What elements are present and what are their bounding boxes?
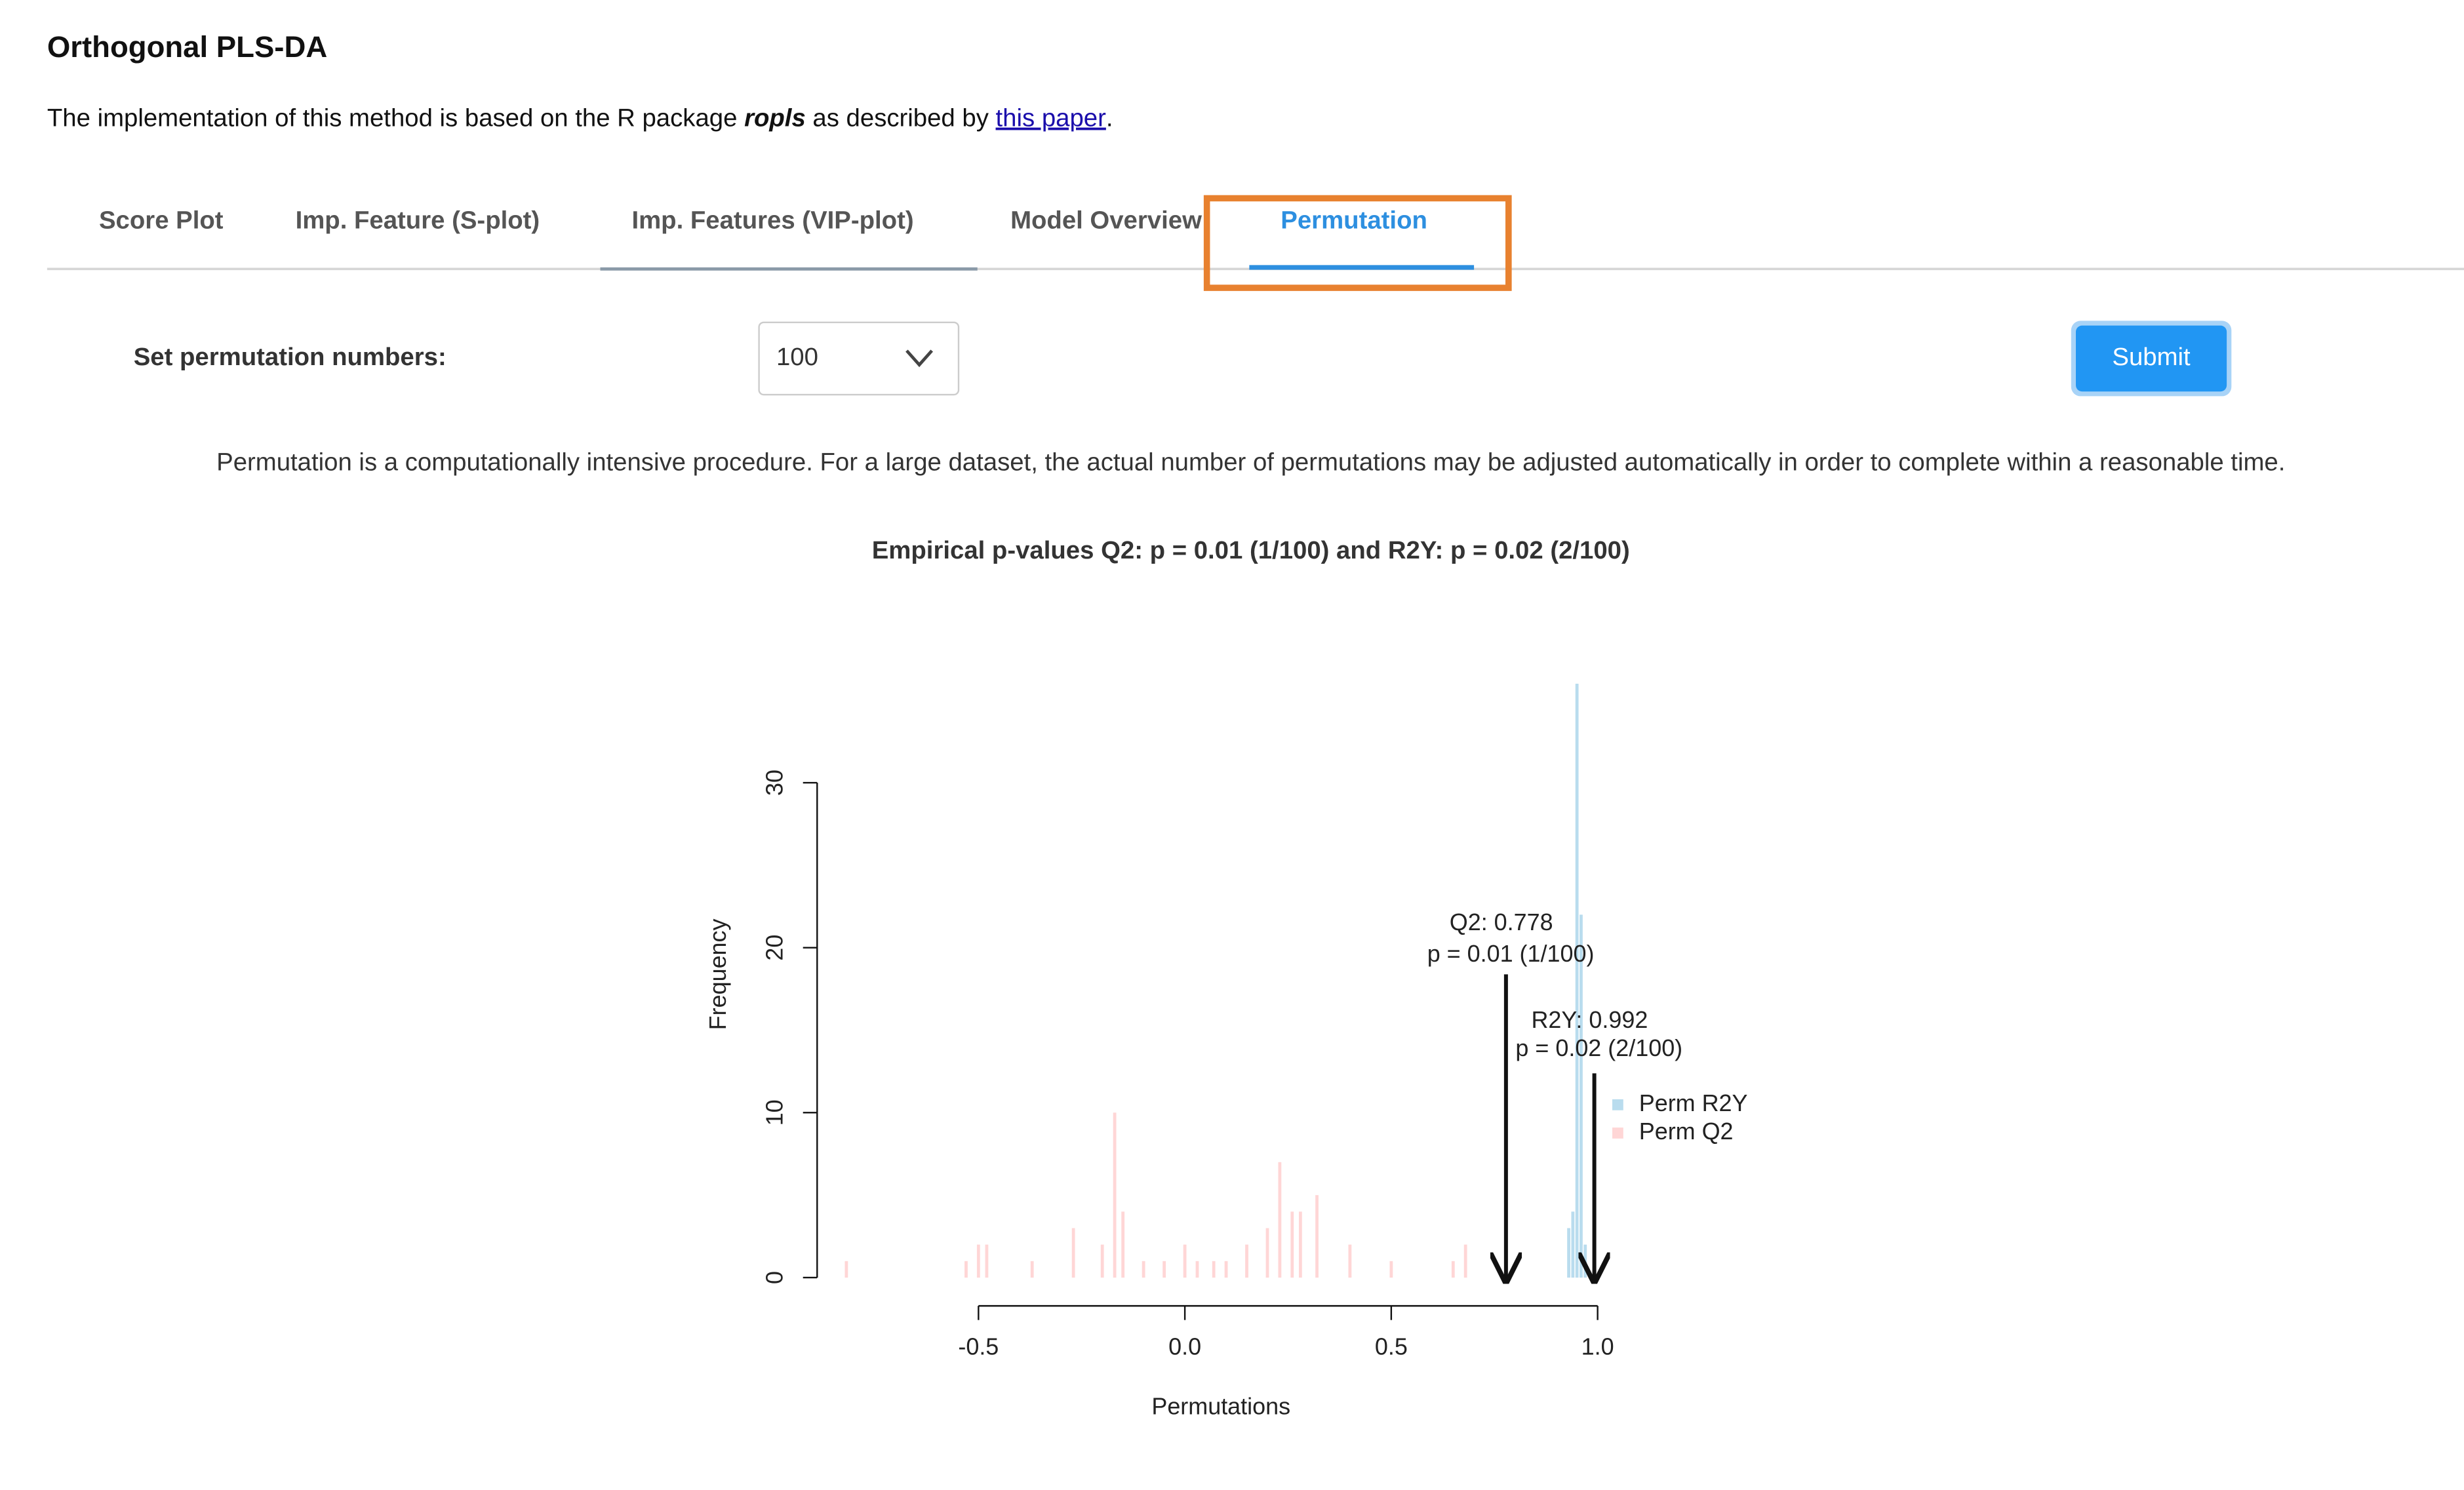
bar <box>1571 1211 1575 1278</box>
tab[interactable]: Imp. Features (VIP-plot) <box>631 206 913 235</box>
bar <box>1389 1261 1393 1278</box>
button-label[interactable]: Submit <box>2112 343 2191 371</box>
bar <box>1315 1195 1319 1278</box>
select-box[interactable] <box>758 321 960 396</box>
page-title: Orthogonal PLS-DA <box>47 30 327 64</box>
bar <box>1142 1261 1145 1278</box>
bar <box>1463 1244 1467 1278</box>
y-tick-label: 20 <box>761 935 787 961</box>
legend-swatch <box>1612 1099 1623 1110</box>
bar <box>1580 914 1583 1278</box>
y-tick-label: 0 <box>761 1271 787 1284</box>
tab[interactable]: Score Plot <box>99 206 224 235</box>
legend-label: Perm R2Y <box>1639 1089 1748 1116</box>
bar <box>1100 1244 1104 1278</box>
tab[interactable]: Imp. Feature (S-plot) <box>296 206 540 235</box>
note: Permutation is a computationally intensi… <box>216 448 2285 477</box>
description: The implementation of this method is bas… <box>47 104 1113 132</box>
bar <box>1121 1211 1125 1278</box>
annotation: p = 0.01 (1/100) <box>1427 940 1595 967</box>
bar <box>1265 1228 1269 1278</box>
text: . <box>1106 104 1113 132</box>
bar <box>1162 1261 1166 1278</box>
form-label: Set permutation numbers: <box>134 343 447 371</box>
bar <box>976 1244 980 1278</box>
bar <box>1583 1244 1587 1278</box>
tab[interactable]: Model Overview <box>1010 206 1202 235</box>
bar <box>1348 1244 1352 1278</box>
bar <box>1071 1228 1075 1278</box>
legend-label: Perm Q2 <box>1639 1118 1734 1145</box>
bar <box>1183 1244 1187 1278</box>
bar <box>1212 1261 1216 1278</box>
y-axis-label: Frequency <box>704 918 731 1030</box>
highlight-box <box>1203 195 1512 291</box>
x-tick-label: 1.0 <box>1581 1333 1614 1360</box>
bar <box>1290 1211 1294 1278</box>
button[interactable] <box>2076 325 2227 392</box>
chevron <box>905 349 934 368</box>
submit-button[interactable]: Submit <box>2071 321 2232 397</box>
x-tick-label: -0.5 <box>958 1333 999 1360</box>
annotation: R2Y: 0.992 <box>1531 1006 1648 1033</box>
bar <box>1224 1261 1228 1278</box>
text: The implementation of this method is bas… <box>47 104 744 132</box>
bar <box>964 1261 968 1278</box>
result-title: Empirical p-values Q2: p = 0.01 (1/100) … <box>872 536 1630 564</box>
annotation: Q2: 0.778 <box>1450 909 1553 935</box>
bar <box>1278 1162 1282 1278</box>
x-tick-label: 0.5 <box>1375 1333 1408 1360</box>
bar <box>1113 1112 1117 1278</box>
x-tick-label: 0.0 <box>1168 1333 1201 1360</box>
tab[interactable]: Permutation <box>1281 206 1427 235</box>
bar <box>1298 1211 1302 1278</box>
select-value[interactable]: 100 <box>776 343 818 371</box>
bar <box>1195 1261 1199 1278</box>
package-name: ropls <box>744 104 806 132</box>
select[interactable]: 100 <box>758 321 960 396</box>
bar <box>985 1244 989 1278</box>
bar <box>1030 1261 1034 1278</box>
x-axis-label: Permutations <box>1151 1392 1290 1419</box>
y-tick-label: 30 <box>761 770 787 796</box>
bar <box>1567 1228 1570 1278</box>
y-tick-label: 10 <box>761 1099 787 1126</box>
text: as described by <box>806 104 996 132</box>
bar <box>845 1261 848 1278</box>
bar <box>1575 684 1579 1278</box>
paper-link[interactable]: this paper <box>996 104 1107 132</box>
legend-swatch <box>1612 1127 1623 1139</box>
bar <box>1245 1244 1248 1278</box>
bar <box>1451 1261 1455 1278</box>
annotation: p = 0.02 (2/100) <box>1515 1034 1682 1061</box>
